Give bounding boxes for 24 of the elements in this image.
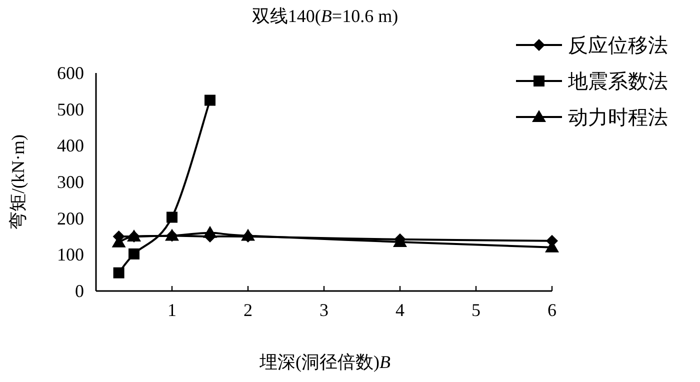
x-tick-label: 5: [472, 300, 480, 320]
point: [128, 248, 140, 260]
y-tick-label: 200: [57, 208, 84, 228]
legend-label: 反应位移法: [568, 35, 668, 57]
point: [204, 94, 216, 106]
y-tick-label: 500: [57, 99, 84, 120]
point: [166, 212, 178, 223]
legend-label: 动力时程法: [568, 107, 668, 129]
legend-label: 地震系数法: [567, 71, 668, 93]
chart-title: 双线140(B=10.6 m): [252, 6, 398, 26]
point: [113, 267, 124, 278]
y-tick-label: 600: [57, 63, 84, 83]
x-tick-label: 4: [396, 300, 404, 320]
x-tick-label: 2: [244, 300, 252, 320]
y-tick-label: 300: [57, 172, 84, 192]
y-tick-label: 0: [75, 281, 84, 301]
point: [203, 226, 217, 238]
y-tick-label: 400: [57, 136, 84, 156]
x-tick-label: 6: [548, 300, 556, 320]
y-axis-title: 弯矩/(kN·m): [8, 134, 28, 230]
x-axis-title: 埋深(洞径倍数)B: [258, 352, 390, 372]
y-tick-label: 100: [57, 244, 84, 265]
x-tick-label: 3: [320, 300, 328, 320]
x-tick-label: 1: [168, 300, 176, 320]
